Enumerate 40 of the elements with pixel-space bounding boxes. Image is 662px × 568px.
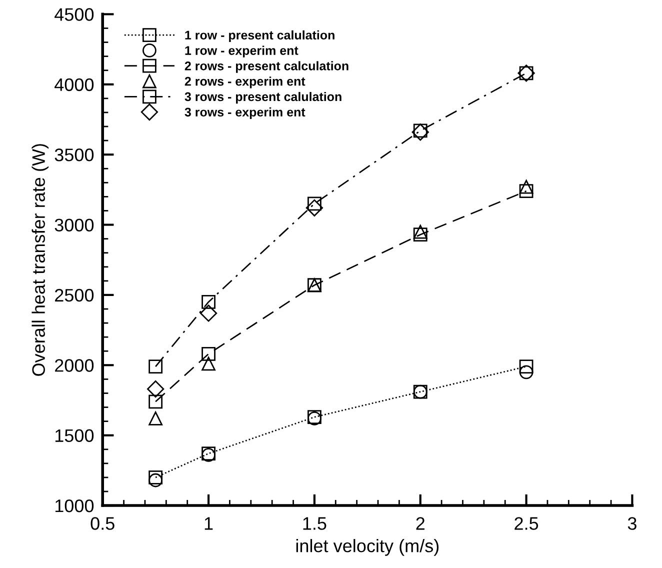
- point: [412, 124, 429, 141]
- x-tick-label: 0.5: [90, 517, 114, 530]
- point: [148, 360, 163, 374]
- x-tick-label: 2.5: [514, 517, 538, 530]
- point: [148, 470, 163, 484]
- legend-label: 3 rows - present calulation: [184, 92, 342, 104]
- point: [200, 304, 218, 322]
- point: [148, 473, 163, 488]
- legend-label: 1 row - experim ent: [185, 46, 298, 58]
- point: [306, 199, 323, 216]
- x-tick-label: 3: [628, 517, 636, 530]
- point: [519, 184, 534, 198]
- y-tick-label: 3000: [54, 218, 94, 232]
- y-tick-label: 4000: [54, 78, 94, 92]
- x-tick-label: 1: [204, 517, 213, 530]
- y-axis-title: Overall heat transfer rate (W): [32, 144, 49, 376]
- point: [202, 295, 216, 309]
- point: [519, 180, 534, 194]
- point: [148, 412, 163, 426]
- legend-label: 2 rows - experim ent: [184, 76, 306, 88]
- point: [202, 356, 216, 371]
- point: [148, 394, 163, 409]
- y-tick-label: 2000: [55, 359, 94, 372]
- point: [519, 360, 534, 374]
- x-tick-label: 1.5: [303, 517, 326, 530]
- legend-label: 1 row - present calulation: [185, 30, 334, 42]
- y-tick-label: 1500: [55, 429, 94, 442]
- legend-label: 2 rows - present calculation: [184, 61, 348, 73]
- point: [147, 380, 164, 398]
- x-tick-label: 2: [416, 517, 424, 530]
- y-tick-label: 3500: [54, 148, 94, 162]
- y-tick-label: 1000: [55, 499, 94, 512]
- point: [202, 346, 216, 361]
- point: [413, 228, 428, 242]
- x-axis-title: inlet velocity (m/s): [296, 539, 439, 556]
- y-tick-label: 4500: [54, 8, 94, 21]
- y-tick-label: 2500: [55, 288, 94, 302]
- point: [519, 365, 534, 380]
- point: [413, 224, 428, 239]
- legend-label: 3 rows - experim ent: [184, 107, 306, 120]
